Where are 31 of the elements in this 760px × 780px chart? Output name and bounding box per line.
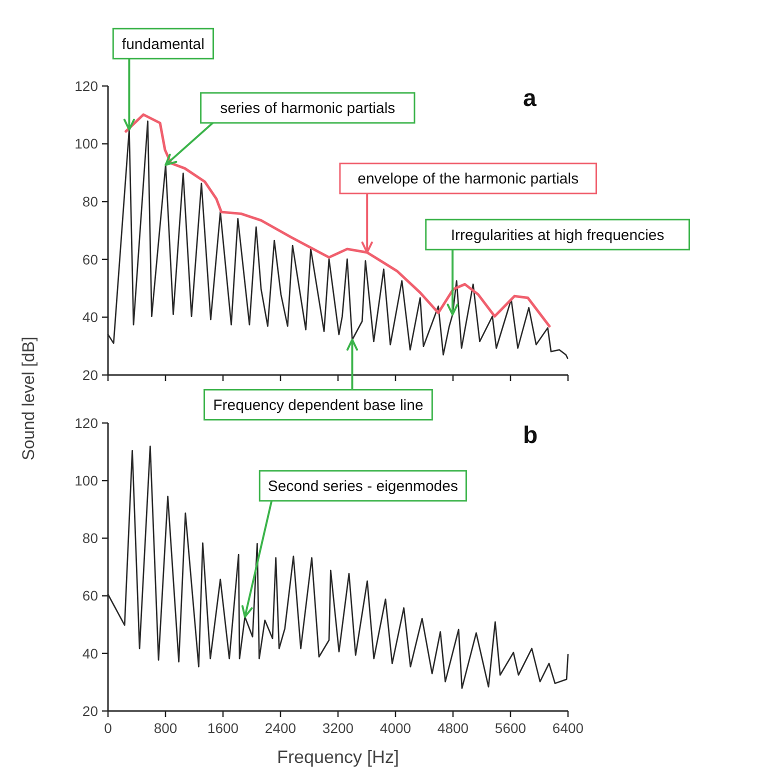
annotation: fundamental	[122, 36, 204, 53]
x-tick-label: 4000	[380, 720, 412, 736]
y-tick-label: 100	[74, 472, 98, 488]
y-tick-label: 20	[82, 366, 98, 383]
y-tick-label: 120	[74, 78, 98, 94]
x-tick-label: 2400	[264, 720, 296, 736]
annotation: series of harmonic partials	[220, 100, 396, 118]
annotation: Irregularities at high frequencies	[450, 226, 664, 244]
y-tick-label: 80	[82, 194, 98, 210]
chart-title: a	[523, 85, 537, 112]
y-tick-label: 60	[82, 588, 98, 604]
annotation: Second series - eigenmodes	[268, 478, 458, 496]
y-tick-label: 40	[82, 309, 98, 326]
x-axis-title: Frequency [Hz]	[276, 747, 400, 767]
x-tick-label: 3200	[322, 720, 354, 736]
x-tick-label: 0	[104, 720, 112, 736]
y-tick-label: 120	[74, 414, 98, 431]
y-tick-label: 20	[82, 702, 98, 719]
annotation: Frequency dependent base line	[213, 396, 424, 414]
x-tick-label: 4800	[437, 720, 469, 736]
y-tick-label: 100	[74, 136, 98, 152]
x-tick-label: 800	[154, 720, 178, 736]
x-tick-label: 5600	[494, 720, 526, 736]
x-tick-label: 1600	[207, 720, 239, 736]
y-axis-title: Sound level [dB]	[19, 336, 38, 460]
x-tick-label: 6400	[552, 720, 584, 736]
chart-title: b	[523, 422, 538, 449]
annotation: envelope of the harmonic partials	[358, 170, 579, 188]
y-tick-label: 40	[82, 645, 98, 662]
y-tick-label: 80	[82, 530, 98, 546]
y-tick-label: 60	[82, 251, 98, 268]
